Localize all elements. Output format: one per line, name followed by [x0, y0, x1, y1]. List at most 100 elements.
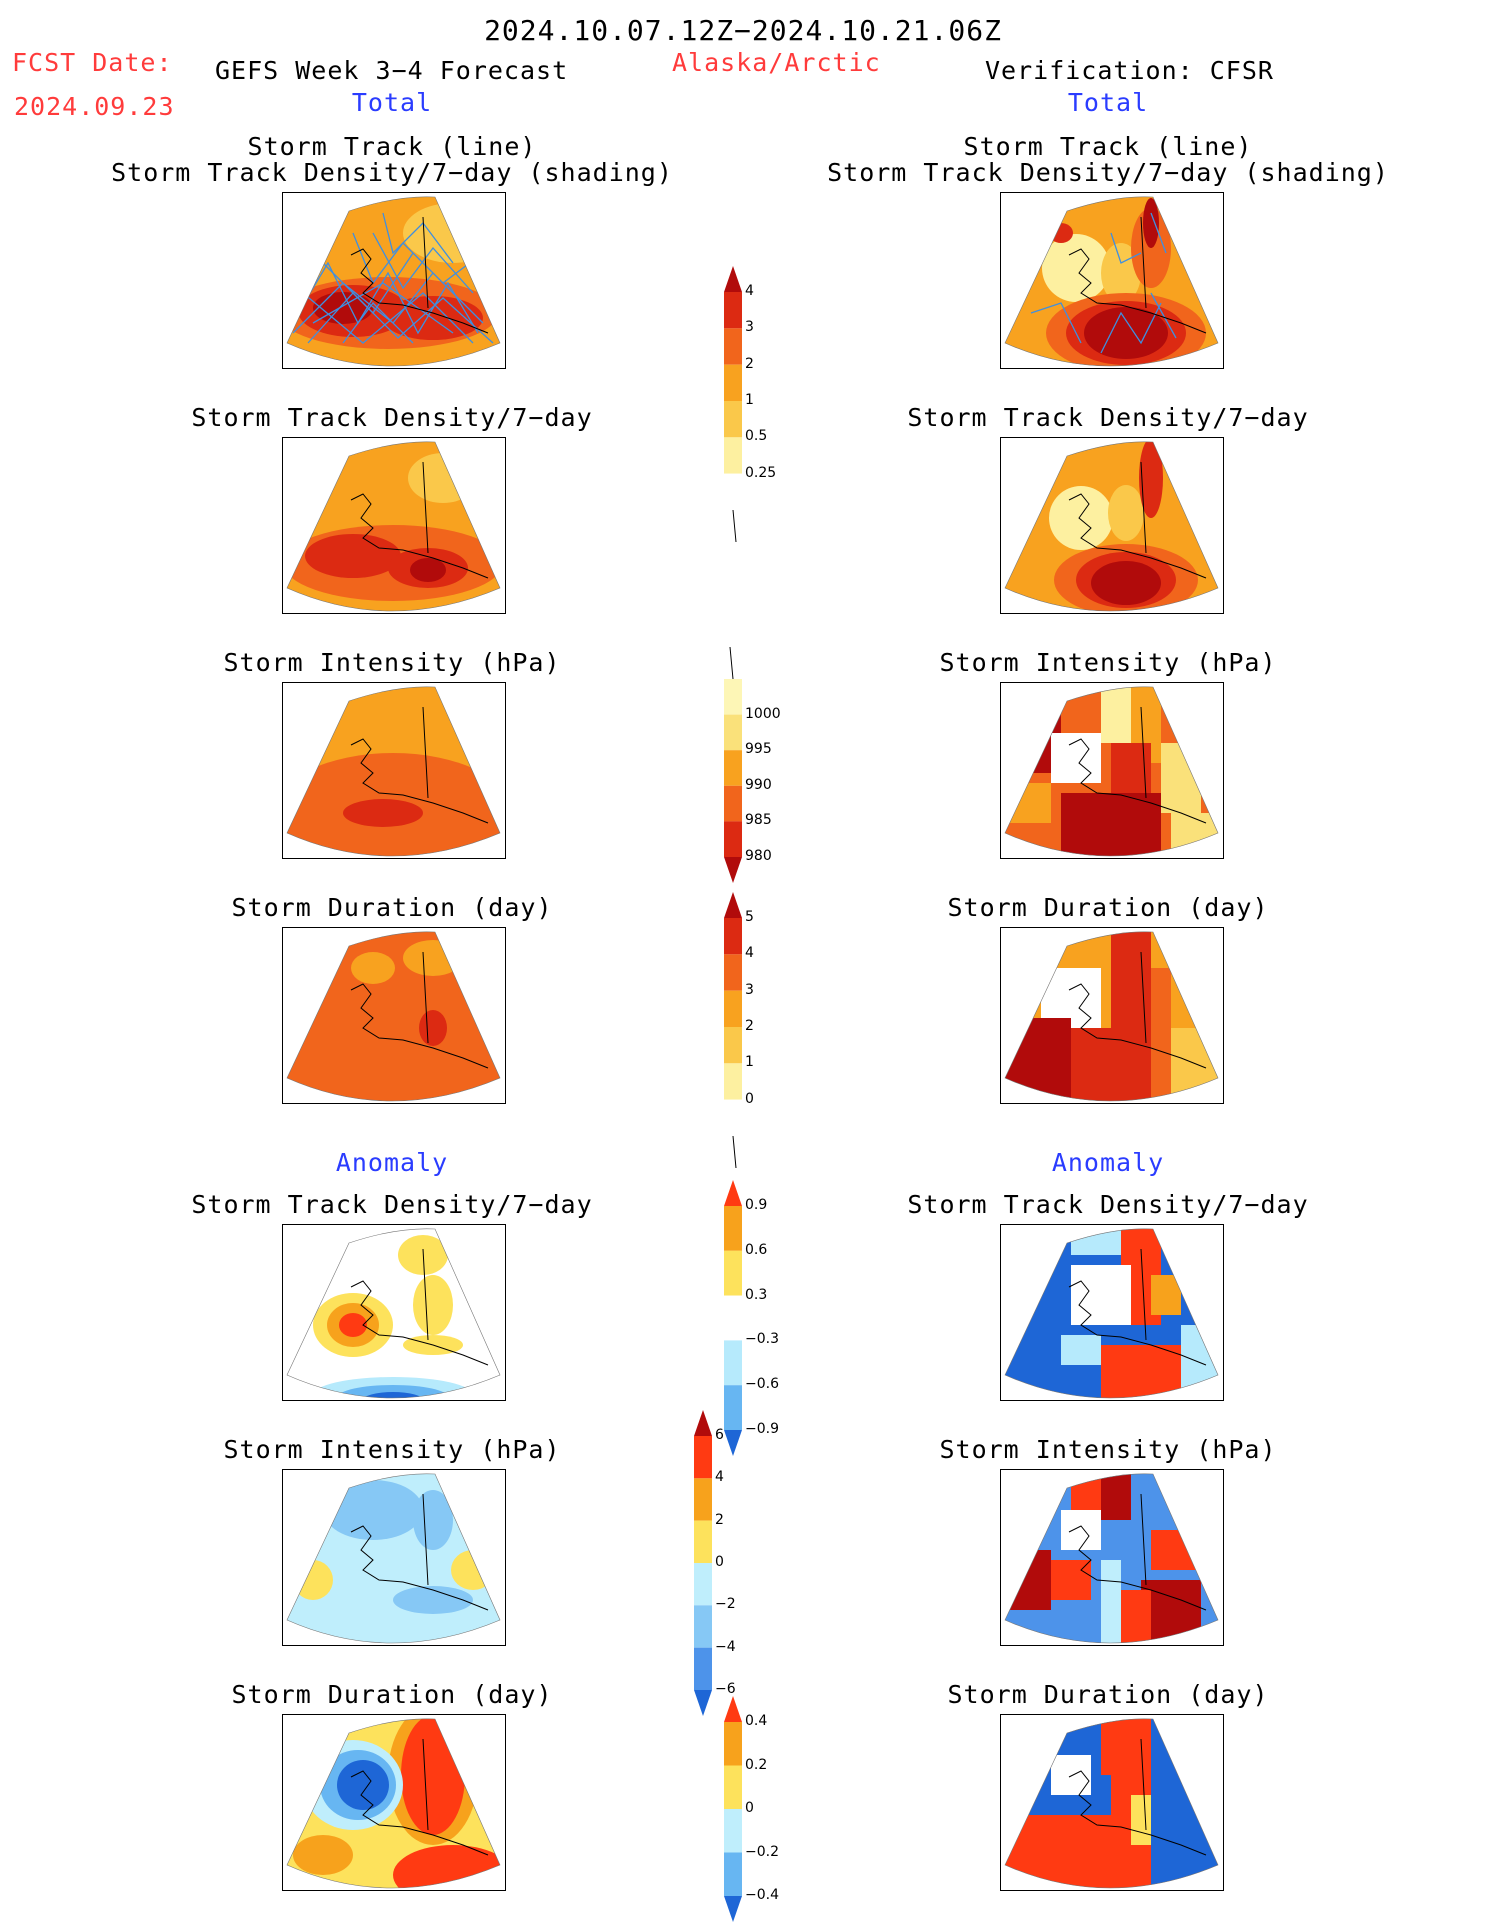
colorbar-label: 1 — [745, 1054, 754, 1071]
title-left-track-shading: Storm Track Density/7−day (shading) — [111, 158, 673, 187]
title-right-intensity: Storm Intensity (hPa) — [939, 648, 1277, 677]
map-gefs-intensity — [282, 682, 506, 859]
colorbar-swatch — [694, 1605, 712, 1648]
colorbar-label: 4 — [715, 1469, 724, 1486]
colorbar-swatch — [694, 1647, 712, 1690]
fcst-date-value: 2024.09.23 — [14, 92, 175, 121]
colorbar-swatch — [724, 679, 742, 715]
map-cfsr-density — [1000, 437, 1224, 614]
colorbar-label: 0 — [745, 1800, 754, 1816]
left-anomaly-label: Anomaly — [335, 1148, 449, 1177]
colorbar-label: 0.25 — [745, 464, 777, 481]
colorbar-label: 4 — [745, 945, 754, 962]
title-right-density-anom: Storm Track Density/7−day — [907, 1190, 1309, 1219]
colorbar-label: 0.3 — [745, 1286, 768, 1303]
colorbar-swatch — [724, 1340, 742, 1386]
colorbar-swatch — [724, 328, 742, 365]
colorbar-swatch — [724, 1295, 742, 1341]
colorbar-top-arrow — [694, 1410, 712, 1436]
title-left-intensity: Storm Intensity (hPa) — [223, 648, 561, 677]
colorbar-duration: 5 4 3 2 1 0 — [723, 890, 803, 1170]
colorbar-swatch — [724, 473, 742, 510]
colorbar-intensity: 1000 995 990 985 980 — [723, 645, 803, 885]
colorbar-density: 4 3 2 1 0.5 0.25 — [723, 264, 803, 544]
colorbar-swatch — [724, 1722, 742, 1766]
colorbar-label: 0.9 — [745, 1197, 768, 1213]
title-right-duration: Storm Duration (day) — [947, 893, 1269, 922]
title-left-track-line: Storm Track (line) — [247, 132, 537, 161]
colorbar-label: −2 — [715, 1596, 736, 1613]
colorbar-label: 0.4 — [745, 1713, 768, 1729]
colorbar-top-arrow — [724, 1696, 742, 1722]
colorbar-label: 1000 — [745, 705, 781, 722]
map-cfsr-density-anom — [1000, 1224, 1224, 1401]
colorbar-duration-anom: 0.4 0.2 0 −0.2 −0.4 — [723, 1694, 803, 1924]
map-cfsr-intensity-anom — [1000, 1469, 1224, 1646]
title-left-density: Storm Track Density/7−day — [191, 403, 593, 432]
colorbar-label: 980 — [745, 848, 772, 864]
colorbar-label: 6 — [715, 1427, 724, 1443]
colorbar-swatch — [724, 1206, 742, 1251]
right-anomaly-label: Anomaly — [1051, 1148, 1165, 1177]
title-right-duration-anom: Storm Duration (day) — [947, 1680, 1269, 1709]
forecast-title: GEFS Week 3−4 Forecast — [215, 56, 569, 85]
colorbar-label: −0.6 — [745, 1376, 779, 1393]
colorbar-swatch — [724, 1250, 742, 1296]
colorbar-label: −4 — [715, 1638, 736, 1655]
colorbar-swatch — [724, 1852, 742, 1896]
colorbar-label: 5 — [745, 909, 754, 925]
colorbar-bottom-arrow — [724, 1896, 742, 1922]
colorbar-label: −6 — [715, 1681, 736, 1697]
colorbar-swatch — [724, 918, 742, 955]
colorbar-label: 0 — [715, 1554, 724, 1570]
title-left-density-anom: Storm Track Density/7−day — [191, 1190, 593, 1219]
colorbar-intensity-anom: 6 4 2 0 −2 −4 −6 — [693, 1408, 773, 1718]
colorbar-swatch — [724, 401, 742, 438]
colorbar-swatch — [724, 1027, 742, 1064]
colorbar-top-arrow — [724, 1180, 742, 1206]
colorbar-swatch — [724, 1765, 742, 1809]
right-total-label: Total — [1067, 88, 1149, 117]
title-left-intensity-anom: Storm Intensity (hPa) — [223, 1435, 561, 1464]
colorbar-label: 0.6 — [745, 1241, 768, 1258]
title-right-density: Storm Track Density/7−day — [907, 403, 1309, 432]
colorbar-label: 4 — [745, 283, 754, 299]
colorbar-label: 0.2 — [745, 1756, 768, 1773]
colorbar-label: 2 — [715, 1511, 724, 1528]
colorbar-top-arrow — [724, 892, 742, 918]
colorbar-swatch — [724, 1099, 742, 1136]
map-cfsr-intensity — [1000, 682, 1224, 859]
colorbar-swatch — [724, 785, 742, 822]
colorbar-swatch — [724, 750, 742, 786]
colorbar-label: −0.4 — [745, 1887, 779, 1903]
colorbar-label: −0.9 — [745, 1421, 779, 1437]
colorbar-swatch — [724, 292, 742, 329]
region-title: Alaska/Arctic — [672, 48, 881, 77]
colorbar-bottom-arrow — [724, 857, 742, 883]
colorbar-swatch — [724, 990, 742, 1027]
colorbar-swatch — [724, 954, 742, 991]
map-cfsr-track — [1000, 192, 1224, 369]
colorbar-swatch — [724, 364, 742, 401]
colorbar-bottom-arrow — [694, 1690, 712, 1716]
colorbar-label: 0 — [745, 1090, 754, 1107]
fcst-date-label: FCST Date: — [12, 48, 173, 77]
colorbar-top-tick — [729, 646, 734, 680]
map-cfsr-duration — [1000, 927, 1224, 1104]
colorbar-label: 985 — [745, 812, 772, 829]
verification-title: Verification: CFSR — [985, 56, 1274, 85]
colorbar-label: 3 — [745, 319, 754, 336]
colorbar-label: 995 — [745, 741, 772, 758]
map-gefs-intensity-anom — [282, 1469, 506, 1646]
colorbar-swatch — [694, 1436, 712, 1479]
map-gefs-density-anom — [282, 1224, 506, 1401]
colorbar-density-anom: 0.9 0.6 0.3 −0.3 −0.6 −0.9 — [723, 1178, 803, 1458]
colorbar-swatch — [724, 1385, 742, 1430]
colorbar-top-arrow — [724, 266, 742, 292]
title-left-duration-anom: Storm Duration (day) — [231, 1680, 553, 1709]
colorbar-swatch — [694, 1520, 712, 1563]
left-total-label: Total — [351, 88, 433, 117]
map-gefs-duration — [282, 927, 506, 1104]
colorbar-label: −0.2 — [745, 1843, 779, 1860]
date-range-title: 2024.10.07.12Z−2024.10.21.06Z — [484, 14, 1002, 47]
